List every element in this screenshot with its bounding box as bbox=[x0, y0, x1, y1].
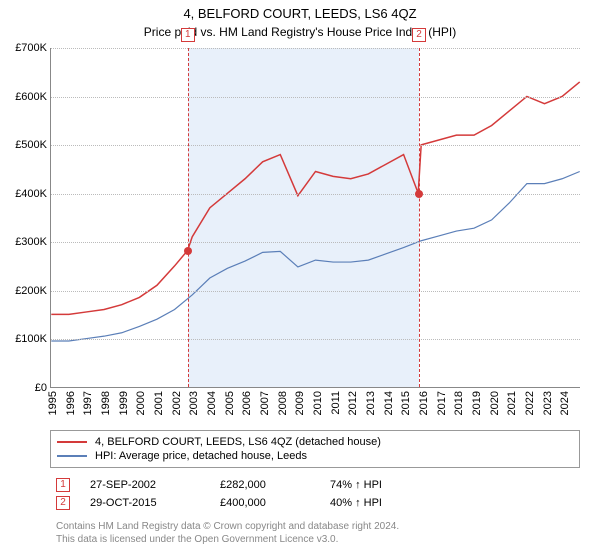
sale-marker: 1 bbox=[181, 28, 195, 42]
sale-table: 1 27-SEP-2002 £282,000 74% ↑ HPI 2 29-OC… bbox=[50, 476, 580, 512]
chart-subtitle: Price paid vs. HM Land Registry's House … bbox=[0, 21, 600, 45]
gridline bbox=[51, 145, 580, 146]
gridline bbox=[51, 291, 580, 292]
gridline bbox=[51, 48, 580, 49]
x-tick-label: 2000 bbox=[135, 391, 147, 415]
x-tick-label: 2003 bbox=[188, 391, 200, 415]
x-tick-label: 2023 bbox=[542, 391, 554, 415]
gridline bbox=[51, 339, 580, 340]
x-tick-label: 2022 bbox=[524, 391, 536, 415]
x-tick-label: 2018 bbox=[453, 391, 465, 415]
x-tick-label: 2009 bbox=[294, 391, 306, 415]
x-tick-label: 1996 bbox=[65, 391, 77, 415]
x-tick-label: 1997 bbox=[82, 391, 94, 415]
gridline bbox=[51, 194, 580, 195]
x-tick-label: 2010 bbox=[312, 391, 324, 415]
gridline bbox=[51, 242, 580, 243]
x-tick-label: 2004 bbox=[206, 391, 218, 415]
legend-row-price-paid: 4, BELFORD COURT, LEEDS, LS6 4QZ (detach… bbox=[57, 435, 573, 449]
sale-badge-2: 2 bbox=[56, 496, 70, 510]
y-tick-label: £300K bbox=[15, 236, 47, 248]
sale-badge-1: 1 bbox=[56, 478, 70, 492]
sale-vline bbox=[419, 48, 420, 387]
x-tick-label: 1998 bbox=[100, 391, 112, 415]
legend-label-price-paid: 4, BELFORD COURT, LEEDS, LS6 4QZ (detach… bbox=[95, 436, 381, 448]
x-tick-label: 2015 bbox=[400, 391, 412, 415]
y-tick-label: £0 bbox=[35, 382, 47, 394]
series-price_paid bbox=[51, 82, 579, 314]
plot-area: £0£100K£200K£300K£400K£500K£600K£700K199… bbox=[50, 48, 580, 388]
x-tick-label: 2024 bbox=[559, 391, 571, 415]
sale-delta-2: 40% ↑ HPI bbox=[330, 497, 430, 509]
sale-price-1: £282,000 bbox=[220, 479, 310, 491]
x-tick-label: 2020 bbox=[489, 391, 501, 415]
legend-series-box: 4, BELFORD COURT, LEEDS, LS6 4QZ (detach… bbox=[50, 430, 580, 468]
y-tick-label: £600K bbox=[15, 91, 47, 103]
x-tick-label: 2021 bbox=[506, 391, 518, 415]
y-tick-label: £100K bbox=[15, 333, 47, 345]
x-tick-label: 2017 bbox=[436, 391, 448, 415]
x-tick-label: 2006 bbox=[241, 391, 253, 415]
sale-delta-1: 74% ↑ HPI bbox=[330, 479, 430, 491]
sale-date-2: 29-OCT-2015 bbox=[90, 497, 200, 509]
x-tick-label: 2001 bbox=[153, 391, 165, 415]
gridline bbox=[51, 97, 580, 98]
x-tick-label: 1999 bbox=[118, 391, 130, 415]
y-tick-label: £500K bbox=[15, 139, 47, 151]
legend-label-hpi: HPI: Average price, detached house, Leed… bbox=[95, 450, 307, 462]
x-tick-label: 2014 bbox=[383, 391, 395, 415]
attribution: Contains HM Land Registry data © Crown c… bbox=[50, 520, 580, 546]
x-tick-label: 2016 bbox=[418, 391, 430, 415]
sale-row-2: 2 29-OCT-2015 £400,000 40% ↑ HPI bbox=[50, 494, 580, 512]
sale-price-2: £400,000 bbox=[220, 497, 310, 509]
x-tick-label: 2019 bbox=[471, 391, 483, 415]
sale-row-1: 1 27-SEP-2002 £282,000 74% ↑ HPI bbox=[50, 476, 580, 494]
x-tick-label: 2005 bbox=[224, 391, 236, 415]
x-tick-label: 2012 bbox=[347, 391, 359, 415]
x-tick-label: 2008 bbox=[277, 391, 289, 415]
sale-dot bbox=[184, 247, 192, 255]
legend: 4, BELFORD COURT, LEEDS, LS6 4QZ (detach… bbox=[50, 430, 580, 546]
attribution-line1: Contains HM Land Registry data © Crown c… bbox=[56, 520, 574, 533]
x-tick-label: 2002 bbox=[171, 391, 183, 415]
x-tick-label: 2013 bbox=[365, 391, 377, 415]
sale-marker: 2 bbox=[412, 28, 426, 42]
y-tick-label: £200K bbox=[15, 285, 47, 297]
line-layer bbox=[51, 48, 580, 387]
chart-title: 4, BELFORD COURT, LEEDS, LS6 4QZ bbox=[0, 0, 600, 21]
chart-container: 4, BELFORD COURT, LEEDS, LS6 4QZ Price p… bbox=[0, 0, 600, 560]
legend-swatch-hpi bbox=[57, 455, 87, 457]
x-tick-label: 1995 bbox=[47, 391, 59, 415]
legend-row-hpi: HPI: Average price, detached house, Leed… bbox=[57, 449, 573, 463]
sale-dot bbox=[415, 190, 423, 198]
x-tick-label: 2007 bbox=[259, 391, 271, 415]
x-tick-label: 2011 bbox=[330, 391, 342, 415]
y-tick-label: £700K bbox=[15, 42, 47, 54]
sale-vline bbox=[188, 48, 189, 387]
legend-swatch-price-paid bbox=[57, 441, 87, 443]
y-tick-label: £400K bbox=[15, 188, 47, 200]
series-hpi bbox=[51, 171, 579, 341]
sale-date-1: 27-SEP-2002 bbox=[90, 479, 200, 491]
attribution-line2: This data is licensed under the Open Gov… bbox=[56, 533, 574, 546]
